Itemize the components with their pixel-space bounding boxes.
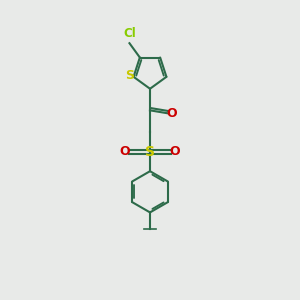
Text: Cl: Cl bbox=[123, 27, 136, 40]
Text: O: O bbox=[120, 145, 130, 158]
Text: O: O bbox=[167, 107, 177, 120]
Text: S: S bbox=[145, 145, 155, 159]
Text: O: O bbox=[169, 145, 180, 158]
Text: S: S bbox=[125, 69, 134, 82]
